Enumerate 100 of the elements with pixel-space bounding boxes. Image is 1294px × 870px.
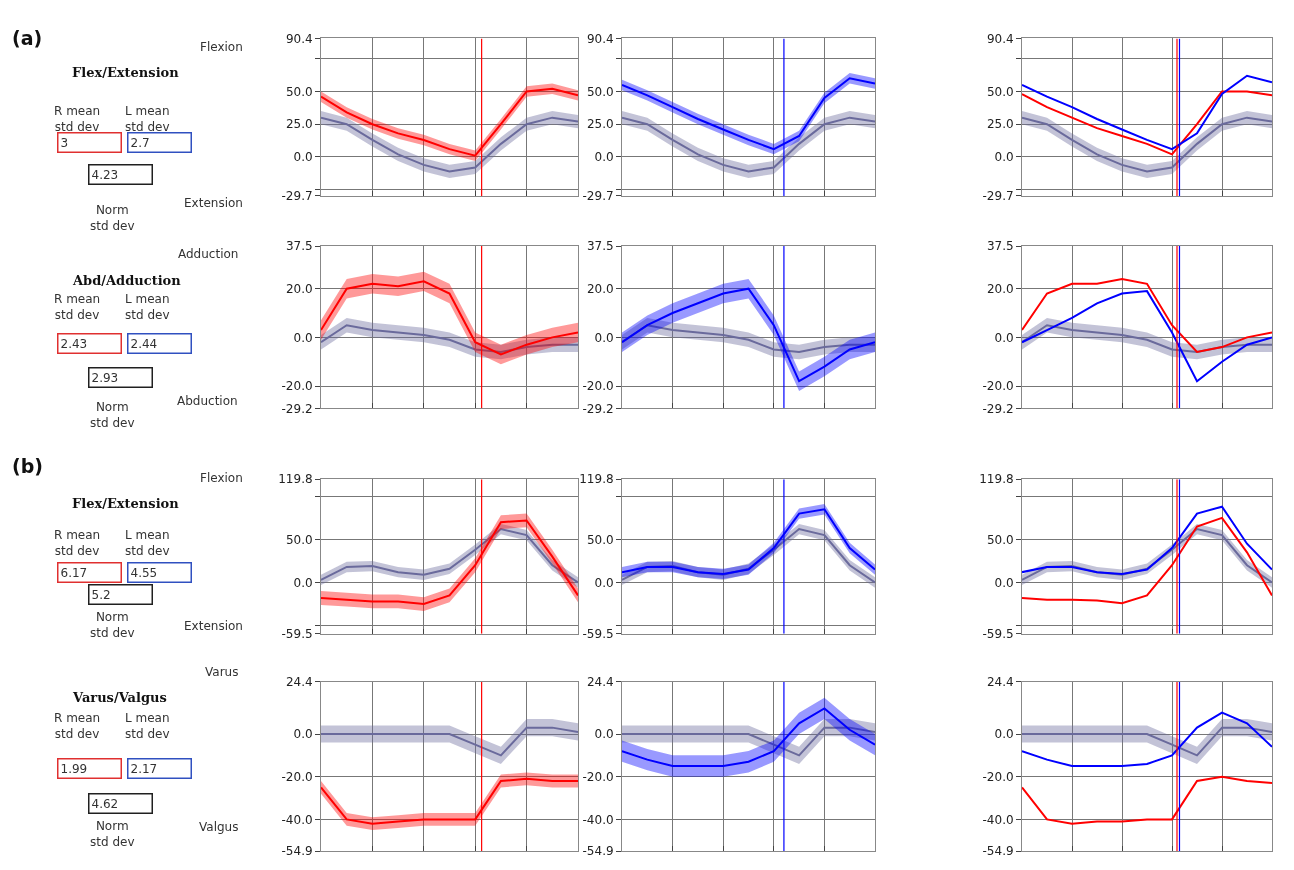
text: Norm std dev bbox=[90, 400, 135, 430]
y-tick-label: -29.7 bbox=[582, 189, 614, 204]
line-series bbox=[321, 324, 578, 353]
y-tick-label: -40.0 bbox=[582, 812, 614, 827]
text: Flexion bbox=[200, 40, 243, 54]
y-tick-label: 50.0 bbox=[586, 532, 614, 547]
text: L mean std dev bbox=[125, 292, 170, 322]
text: 4.55 bbox=[130, 565, 158, 580]
y-tick-label: 0.0 bbox=[594, 330, 614, 345]
text: 2.7 bbox=[130, 135, 150, 150]
text: Extension bbox=[184, 619, 243, 633]
text: Adduction bbox=[178, 247, 239, 261]
text: 2.17 bbox=[130, 761, 158, 776]
line-series bbox=[1022, 726, 1272, 757]
y-tick-label: 119.8 bbox=[579, 472, 614, 487]
y-tick-label: 0.0 bbox=[293, 575, 313, 590]
text: 5.2 bbox=[91, 587, 111, 602]
text: Abduction bbox=[177, 394, 238, 408]
text: L mean std dev bbox=[125, 711, 170, 741]
y-tick-label: 25.0 bbox=[285, 117, 313, 132]
text: Varus/Valgus bbox=[72, 690, 167, 705]
y-tick-label: 37.5 bbox=[285, 239, 313, 254]
y-tick-label: -59.5 bbox=[582, 626, 614, 641]
y-tick-label: -54.9 bbox=[982, 844, 1014, 859]
y-tick-label: 0.0 bbox=[293, 150, 313, 165]
text: 4.62 bbox=[91, 796, 119, 811]
y-tick-label: 0.0 bbox=[293, 330, 313, 345]
y-tick-label: -40.0 bbox=[982, 812, 1014, 827]
y-tick-label: 37.5 bbox=[586, 239, 614, 254]
y-tick-label: -59.5 bbox=[281, 626, 313, 641]
y-tick-label: -20.0 bbox=[582, 379, 614, 394]
line-series bbox=[1022, 324, 1272, 353]
text: 1.99 bbox=[60, 761, 88, 776]
line-series bbox=[321, 726, 578, 757]
y-tick-label: 0.0 bbox=[594, 575, 614, 590]
y-tick-label: -20.0 bbox=[281, 379, 313, 394]
text: (b) bbox=[12, 455, 43, 477]
text: R mean std dev bbox=[54, 104, 101, 134]
text: Valgus bbox=[199, 820, 239, 834]
y-tick-label: 20.0 bbox=[285, 281, 313, 296]
y-tick-label: 24.4 bbox=[586, 675, 614, 690]
y-tick-label: -29.7 bbox=[982, 189, 1014, 204]
text: Norm std dev bbox=[90, 819, 135, 849]
text: 4.23 bbox=[91, 167, 119, 182]
y-tick-label: 90.4 bbox=[986, 31, 1014, 46]
y-tick-label: -54.9 bbox=[582, 844, 614, 859]
text: Extension bbox=[184, 196, 243, 210]
y-tick-label: -20.0 bbox=[281, 769, 313, 784]
y-tick-label: 0.0 bbox=[994, 575, 1014, 590]
y-tick-label: 20.0 bbox=[986, 281, 1014, 296]
y-tick-label: 119.8 bbox=[979, 472, 1014, 487]
y-tick-label: -40.0 bbox=[281, 812, 313, 827]
y-tick-label: 50.0 bbox=[586, 84, 614, 99]
text: Flex/Extension bbox=[72, 65, 180, 80]
text: Flexion bbox=[200, 471, 243, 485]
y-tick-label: 20.0 bbox=[586, 281, 614, 296]
text: Abd/Adduction bbox=[72, 273, 182, 288]
text: Varus bbox=[205, 665, 239, 679]
y-tick-label: -20.0 bbox=[982, 379, 1014, 394]
text: R mean std dev bbox=[54, 292, 101, 322]
y-tick-label: 0.0 bbox=[994, 727, 1014, 742]
y-tick-label: 24.4 bbox=[986, 675, 1014, 690]
y-tick-label: 50.0 bbox=[986, 532, 1014, 547]
text: 2.44 bbox=[130, 336, 158, 351]
y-tick-label: 50.0 bbox=[986, 84, 1014, 99]
y-tick-label: -20.0 bbox=[582, 769, 614, 784]
text: Norm std dev bbox=[90, 610, 135, 640]
y-tick-label: 0.0 bbox=[594, 727, 614, 742]
y-tick-label: 50.0 bbox=[285, 532, 313, 547]
text: 6.17 bbox=[60, 565, 88, 580]
text: R mean std dev bbox=[54, 528, 101, 558]
y-tick-label: 25.0 bbox=[586, 117, 614, 132]
y-tick-label: -20.0 bbox=[982, 769, 1014, 784]
y-tick-label: 0.0 bbox=[994, 150, 1014, 165]
text: R mean std dev bbox=[54, 711, 101, 741]
text: L mean std dev bbox=[125, 104, 170, 134]
text: Flex/Extension bbox=[72, 496, 180, 511]
y-tick-label: 24.4 bbox=[285, 675, 313, 690]
y-tick-label: 90.4 bbox=[285, 31, 313, 46]
line-series bbox=[622, 726, 875, 757]
y-tick-label: -29.2 bbox=[582, 401, 614, 416]
y-tick-label: 0.0 bbox=[994, 330, 1014, 345]
text: 2.93 bbox=[91, 370, 119, 385]
text: (a) bbox=[12, 27, 43, 49]
y-tick-label: 0.0 bbox=[293, 727, 313, 742]
y-tick-label: 50.0 bbox=[285, 84, 313, 99]
y-tick-label: 119.8 bbox=[278, 472, 313, 487]
text: 2.43 bbox=[60, 336, 88, 351]
y-tick-label: 25.0 bbox=[986, 117, 1014, 132]
y-tick-label: -29.2 bbox=[281, 401, 313, 416]
text: 3 bbox=[60, 135, 69, 150]
y-tick-label: -54.9 bbox=[281, 844, 313, 859]
text: Norm std dev bbox=[90, 203, 135, 233]
y-tick-label: 0.0 bbox=[594, 150, 614, 165]
y-tick-label: -59.5 bbox=[982, 626, 1014, 641]
y-tick-label: 90.4 bbox=[586, 31, 614, 46]
text: L mean std dev bbox=[125, 528, 170, 558]
y-tick-label: 37.5 bbox=[986, 239, 1014, 254]
y-tick-label: -29.2 bbox=[982, 401, 1014, 416]
y-tick-label: -29.7 bbox=[281, 189, 313, 204]
